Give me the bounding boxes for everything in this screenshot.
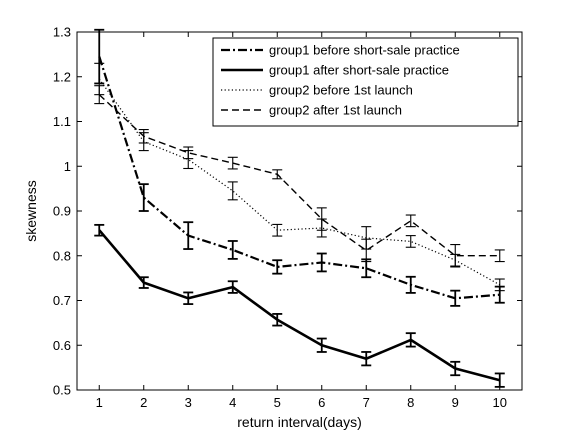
x-tick-label: 4 xyxy=(229,395,236,410)
error-bar xyxy=(405,214,416,228)
error-bar xyxy=(94,223,105,237)
error-bar xyxy=(316,337,327,353)
series-4 xyxy=(94,85,505,268)
error-bar xyxy=(138,276,149,289)
y-axis-label: skewness xyxy=(23,180,39,241)
error-bar xyxy=(272,313,283,327)
legend-label: group2 before 1st launch xyxy=(269,83,413,98)
y-tick-label: 0.9 xyxy=(53,204,71,219)
error-bar xyxy=(494,278,505,292)
axes: 1 2 3 4 5 6 7 8 9 10 0.5 0.6 0.7 0.8 0.9 1 1.1 1.2 1.3 xyxy=(53,25,523,410)
x-tick-label: 7 xyxy=(363,395,370,410)
x-tick-label: 9 xyxy=(452,395,459,410)
error-bar xyxy=(450,289,461,307)
legend-label: group1 before short-sale practice xyxy=(269,43,460,58)
error-bar xyxy=(272,259,283,275)
x-tick-label: 10 xyxy=(493,395,507,410)
legend-item-1: group1 before short-sale practice xyxy=(221,43,460,58)
legend: group1 before short-sale practice group1 … xyxy=(212,37,519,127)
error-bar xyxy=(361,351,372,367)
error-bar xyxy=(450,244,461,268)
plot-area xyxy=(94,28,505,388)
y-tick-label: 0.7 xyxy=(53,293,71,308)
error-bar xyxy=(227,280,238,294)
y-tick-label: 1.1 xyxy=(53,114,71,129)
legend-item-4: group2 after 1st launch xyxy=(221,103,402,118)
error-bar xyxy=(316,252,327,273)
y-tick-label: 1 xyxy=(64,159,71,174)
series-1 xyxy=(94,28,505,307)
error-bar xyxy=(405,332,416,348)
x-tick-label: 1 xyxy=(96,395,103,410)
error-bar xyxy=(183,221,194,250)
legend-label: group2 after 1st launch xyxy=(269,103,402,118)
error-bar xyxy=(227,181,238,201)
error-bar xyxy=(138,129,149,144)
y-tick-label: 1.2 xyxy=(53,69,71,84)
x-tick-label: 2 xyxy=(140,395,147,410)
legend-item-3: group2 before 1st launch xyxy=(221,83,413,98)
series-line xyxy=(98,94,500,257)
x-tick-label: 3 xyxy=(185,395,192,410)
y-tick-label: 0.5 xyxy=(53,383,71,398)
legend-item-2: group1 after short-sale practice xyxy=(221,63,449,78)
series-2 xyxy=(94,223,505,388)
legend-label: group1 after short-sale practice xyxy=(269,63,449,78)
series-line xyxy=(98,56,500,300)
error-bar xyxy=(227,240,238,260)
error-bar xyxy=(494,249,505,263)
x-axis-label: return interval(days) xyxy=(237,414,362,430)
error-bar xyxy=(405,275,416,294)
series-line xyxy=(98,229,501,382)
error-bar xyxy=(183,146,194,160)
error-bar xyxy=(227,156,238,170)
error-bar xyxy=(450,360,461,377)
error-bar xyxy=(272,169,283,180)
error-bar xyxy=(272,223,283,237)
error-bar xyxy=(361,238,372,263)
x-tick-label: 8 xyxy=(407,395,414,410)
error-bar xyxy=(183,291,194,305)
legend-box xyxy=(212,37,519,127)
error-bar xyxy=(138,183,149,212)
x-tick-label: 5 xyxy=(274,395,281,410)
y-tick-label: 0.8 xyxy=(53,248,71,263)
error-bar xyxy=(316,207,327,231)
y-tick-label: 1.3 xyxy=(53,25,71,40)
x-tick-label: 6 xyxy=(318,395,325,410)
y-tick-label: 0.6 xyxy=(53,338,71,353)
error-bar xyxy=(94,85,105,105)
error-bar xyxy=(405,235,416,248)
